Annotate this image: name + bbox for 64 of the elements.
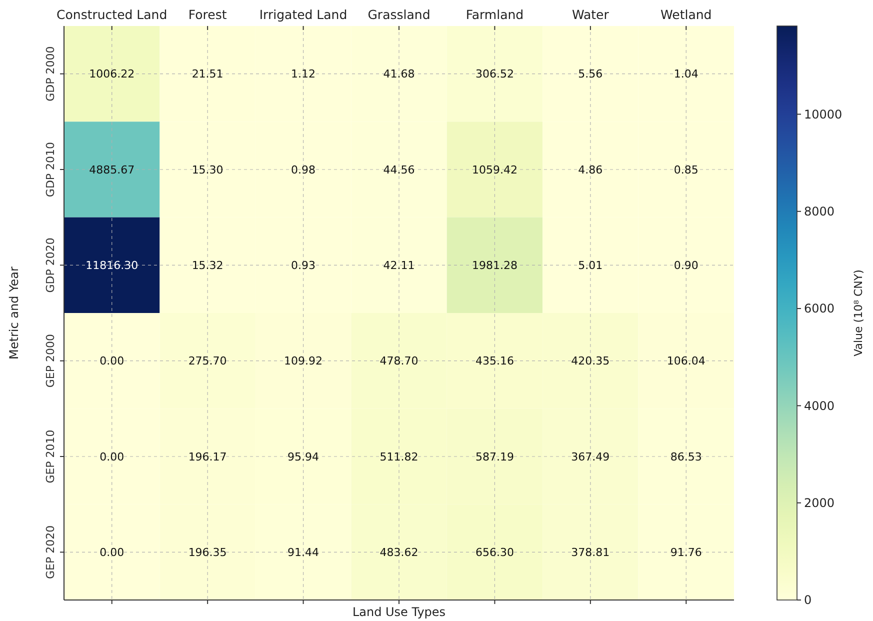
color-bar-title: Value (10⁸ CNY) — [852, 270, 865, 356]
x-tick-label: Farmland — [466, 7, 524, 22]
data-label: 275.70 — [188, 354, 227, 368]
data-label: 306.52 — [475, 68, 514, 81]
y-tick-label: GEP 2000 — [44, 334, 57, 388]
data-label: 0.00 — [100, 546, 124, 560]
data-label: 15.30 — [192, 163, 224, 176]
x-axis-title: Land Use Types — [352, 605, 446, 619]
data-label: 435.16 — [475, 354, 514, 368]
color-bar-label: 6000 — [804, 302, 835, 316]
y-tick-label: GDP 2020 — [44, 238, 57, 293]
data-label: 587.19 — [475, 450, 514, 464]
data-label: 656.30 — [475, 546, 514, 560]
data-label: 483.62 — [380, 546, 418, 560]
data-label: 0.85 — [674, 163, 698, 176]
color-bar-label: 4000 — [804, 398, 835, 413]
data-label: 106.04 — [666, 354, 706, 368]
x-tick-label: Grassland — [368, 7, 430, 22]
x-tick-label: Wetland — [660, 7, 712, 22]
data-label: 109.92 — [284, 354, 323, 368]
color-bar-label: 2000 — [804, 496, 835, 510]
x-tick-label: Forest — [188, 7, 227, 22]
data-label: 21.51 — [192, 68, 224, 81]
y-tick-label: GEP 2020 — [44, 525, 57, 579]
data-label: 11816.30 — [86, 259, 138, 272]
color-bar-label: 8000 — [804, 204, 835, 219]
y-tick-label: GEP 2010 — [44, 430, 57, 484]
data-label: 420.35 — [571, 354, 610, 368]
data-label: 378.81 — [571, 546, 610, 560]
data-label: 91.76 — [670, 546, 702, 560]
data-label: 1.04 — [674, 68, 698, 81]
data-label: 0.00 — [100, 450, 124, 464]
data-label: 511.82 — [380, 450, 418, 464]
data-label: 44.56 — [383, 163, 415, 176]
data-label: 1006.22 — [89, 68, 135, 81]
data-label: 86.53 — [670, 450, 702, 464]
data-label: 91.44 — [288, 546, 320, 560]
data-label: 5.56 — [578, 68, 603, 81]
data-label: 4885.67 — [89, 163, 135, 176]
data-label: 478.70 — [380, 354, 418, 368]
data-label: 0.93 — [291, 259, 316, 272]
y-axis-title: Metric and Year — [7, 266, 21, 360]
data-label: 196.35 — [188, 546, 227, 560]
y-tick-label: GDP 2000 — [44, 46, 57, 102]
data-label: 42.11 — [383, 259, 415, 272]
data-label: 0.00 — [100, 354, 124, 368]
data-label: 41.68 — [383, 68, 415, 81]
data-label: 0.98 — [291, 163, 316, 176]
data-label: 1981.28 — [472, 259, 518, 272]
x-tick-label: Constructed Land — [56, 7, 168, 22]
data-label: 367.49 — [571, 450, 610, 464]
color-bar-label: 10000 — [804, 107, 842, 122]
data-label: 196.17 — [188, 450, 227, 464]
data-label: 4.86 — [578, 163, 603, 176]
data-label: 15.32 — [192, 259, 224, 272]
x-tick-label: Irrigated Land — [259, 7, 348, 22]
data-label: 0.90 — [674, 259, 698, 272]
data-label: 1059.42 — [472, 163, 518, 176]
data-label: 95.94 — [288, 450, 320, 464]
y-tick-label: GDP 2010 — [44, 142, 57, 198]
data-label: 1.12 — [291, 68, 316, 81]
x-tick-label: Water — [572, 7, 610, 22]
color-bar-label: 0 — [804, 593, 812, 608]
data-label: 5.01 — [578, 259, 603, 272]
